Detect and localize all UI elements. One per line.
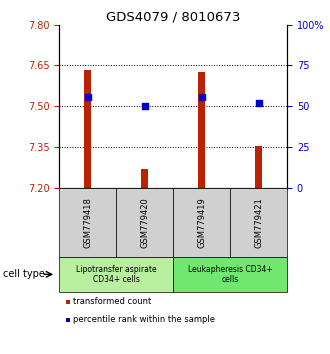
Text: Lipotransfer aspirate
CD34+ cells: Lipotransfer aspirate CD34+ cells [76,265,157,284]
Point [256,100,261,105]
Text: GSM779419: GSM779419 [197,197,206,247]
Bar [59,257,173,292]
Bar [173,257,287,292]
Text: GSM779418: GSM779418 [83,197,92,247]
Bar [59,188,116,257]
Point [142,103,148,108]
Point [85,94,90,99]
Text: percentile rank within the sample: percentile rank within the sample [73,315,214,324]
Bar [230,188,287,257]
Bar [116,188,173,257]
Bar [84,70,91,188]
Text: GSM779421: GSM779421 [254,197,263,247]
Text: transformed count: transformed count [73,297,151,307]
Bar [141,169,148,188]
Bar [66,318,70,322]
Text: GSM779420: GSM779420 [140,197,149,247]
Bar [198,72,205,188]
Bar [255,146,262,188]
Text: cell type: cell type [3,269,45,279]
Point [199,94,204,99]
Bar [173,188,230,257]
Title: GDS4079 / 8010673: GDS4079 / 8010673 [106,11,241,24]
Text: Leukapheresis CD34+
cells: Leukapheresis CD34+ cells [188,265,273,284]
Bar [66,300,70,304]
